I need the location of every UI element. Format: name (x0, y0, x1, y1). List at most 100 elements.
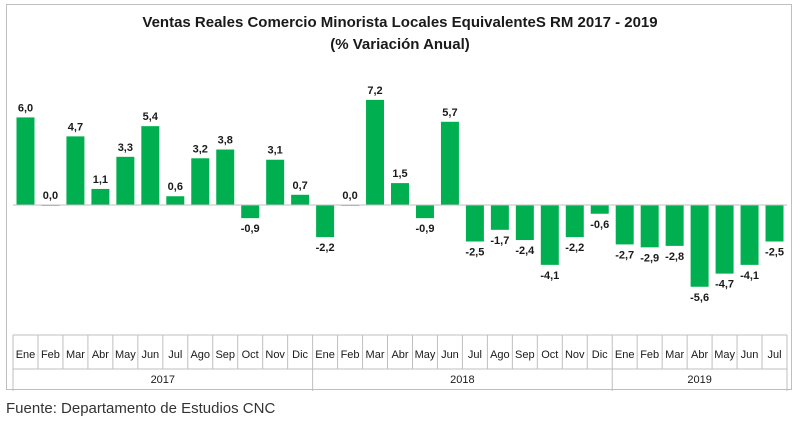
data-label: -4,1 (740, 270, 759, 282)
data-label: 5,7 (442, 107, 457, 119)
category-label: Mar (66, 349, 85, 361)
category-label: Oct (242, 349, 259, 361)
bar-nov-22 (565, 205, 584, 238)
data-label: -2,4 (515, 245, 535, 257)
bar-sep-20 (515, 205, 534, 241)
bar-jul-18 (465, 205, 484, 242)
category-label: Abr (92, 349, 109, 361)
bars-group (16, 99, 784, 287)
data-label: 3,2 (193, 143, 208, 155)
bar-ene-24 (615, 205, 634, 245)
category-label: Ago (490, 349, 510, 361)
data-label: 0,7 (292, 180, 307, 192)
category-label: Jul (767, 349, 781, 361)
data-label: -2,2 (316, 242, 335, 254)
category-label: Feb (640, 349, 659, 361)
source-note: Fuente: Departamento de Estudios CNC (6, 400, 276, 417)
bar-jun-5 (141, 126, 160, 205)
category-label: May (415, 349, 436, 361)
data-label: 7,2 (367, 85, 382, 97)
category-label: Nov (565, 349, 585, 361)
data-label: 3,1 (268, 145, 283, 157)
bar-dic-11 (291, 194, 310, 205)
data-label: 1,1 (93, 174, 108, 186)
bar-oct-21 (540, 205, 559, 265)
bar-jun-29 (740, 205, 759, 265)
data-label: -2,9 (640, 252, 659, 264)
chart-subtitle: (% Variación Anual) (330, 36, 469, 53)
category-label: Jul (468, 349, 482, 361)
bar-oct-9 (241, 205, 260, 219)
category-label: Jun (741, 349, 759, 361)
bar-ago-7 (191, 158, 210, 205)
data-labels-group: 6,0 0,0 4,7 1,1 3,3 5,4 0,6 3,2 3,8 -0,9 3,1 0,7 -2,… (18, 85, 784, 304)
data-label: -2,8 (665, 251, 684, 263)
category-label: Ago (190, 349, 210, 361)
category-label: Abr (691, 349, 708, 361)
axis-group: Ene Feb Mar Abr May Jun Jul Ago Sep Oct Nov Dic Ene F… (12, 204, 788, 391)
category-label: Jun (441, 349, 459, 361)
bar-mar-2 (66, 136, 85, 205)
bar-may-28 (715, 205, 734, 274)
bar-ene-0 (16, 117, 35, 205)
bar-ene-12 (316, 205, 335, 238)
bar-dic-23 (590, 205, 609, 214)
data-label: -0,9 (241, 223, 260, 235)
category-label: Dic (592, 349, 608, 361)
bar-may-16 (415, 205, 434, 219)
bar-abr-15 (391, 183, 409, 205)
category-label: May (115, 349, 136, 361)
year-label-2017: 2017 (151, 374, 175, 386)
data-label: 0,0 (43, 190, 58, 202)
bar-nov-10 (266, 159, 285, 205)
category-label: Dic (292, 349, 308, 361)
data-label: 1,5 (392, 168, 407, 180)
data-label: -1,7 (490, 235, 509, 247)
data-label: -0,6 (590, 219, 609, 231)
category-label: Sep (215, 349, 235, 361)
category-label: Abr (391, 349, 408, 361)
data-label: 0,6 (168, 181, 183, 193)
chart-title: Ventas Reales Comercio Minorista Locales… (142, 14, 657, 31)
bar-jul-30 (765, 205, 784, 242)
category-label: Nov (265, 349, 285, 361)
bar-jun-17 (440, 121, 459, 205)
category-label: Sep (515, 349, 535, 361)
category-label: Mar (366, 349, 385, 361)
category-label: Oct (541, 349, 558, 361)
bar-abr-3 (91, 188, 110, 205)
bar-jul-6 (166, 196, 185, 205)
data-label: -2,5 (465, 247, 484, 259)
data-label: 5,4 (143, 111, 159, 123)
category-label: May (714, 349, 735, 361)
category-label: Ene (615, 349, 635, 361)
category-label: Ene (315, 349, 335, 361)
data-label: 0,0 (342, 190, 357, 202)
bar-ago-19 (490, 205, 509, 230)
data-label: 4,7 (68, 121, 83, 133)
data-label: -2,7 (615, 249, 634, 261)
bar-abr-27 (690, 205, 709, 287)
data-label: -5,6 (690, 292, 709, 304)
chart-frame: Ventas Reales Comercio Minorista Locales… (6, 4, 792, 391)
category-label: Jun (141, 349, 159, 361)
data-label: -0,9 (415, 223, 434, 235)
bar-mar-14 (366, 99, 385, 205)
category-label: Jul (168, 349, 182, 361)
category-label: Feb (41, 349, 60, 361)
data-label: -2,5 (765, 247, 784, 259)
data-label: -4,7 (715, 279, 734, 291)
data-label: -2,2 (565, 242, 584, 254)
category-label: Ene (16, 349, 36, 361)
data-label: 6,0 (18, 102, 33, 114)
bar-sep-8 (216, 149, 235, 205)
category-label: Mar (665, 349, 684, 361)
year-label-2019: 2019 (687, 374, 711, 386)
data-label: -4,1 (540, 270, 559, 282)
year-label-2018: 2018 (450, 374, 474, 386)
bar-may-4 (116, 156, 135, 205)
bar-mar-26 (665, 205, 684, 246)
category-label: Feb (341, 349, 360, 361)
data-label: 3,3 (118, 142, 133, 154)
data-label: 3,8 (218, 135, 233, 147)
